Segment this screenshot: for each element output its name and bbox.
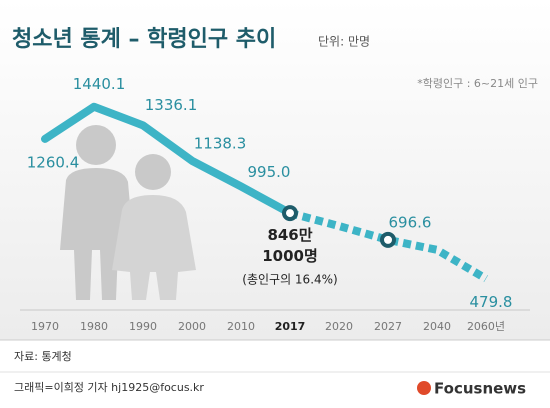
point-marker (282, 205, 298, 222)
line-actual (41, 102, 294, 218)
source: 자료: 통계청 (14, 350, 72, 363)
x-tick-label: 2000 (178, 320, 206, 333)
value-label: 1336.1 (145, 96, 198, 114)
unit-label: 단위: 만명 (318, 35, 370, 49)
logo-icon (417, 381, 431, 395)
value-label: 1260.4 (27, 153, 80, 171)
value-label: 846만 1000명 (262, 226, 318, 265)
annotation: (총인구의 16.4%) (242, 273, 337, 287)
value-label: 696.6 (389, 213, 432, 231)
x-tick-label: 2020 (325, 320, 353, 333)
x-tick-label: 2060년 (467, 320, 505, 333)
value-label: 995.0 (248, 163, 291, 181)
credit: 그래픽=이희정 기자 hj1925@focus.kr (14, 381, 204, 394)
x-tick-label: 1980 (80, 320, 108, 333)
chart-title: 청소년 통계 – 학령인구 추이 (12, 27, 276, 52)
point-marker (380, 231, 396, 248)
x-tick-label: 2017 (275, 320, 306, 333)
logo: Focusnews (434, 380, 526, 398)
footer-background (0, 340, 550, 408)
x-tick-label: 1970 (31, 320, 59, 333)
note: *학령인구 : 6~21세 인구 (417, 77, 538, 90)
x-tick-label: 2010 (227, 320, 255, 333)
value-label: 479.8 (470, 293, 513, 311)
x-tick-label: 2027 (374, 320, 402, 333)
value-label: 1440.1 (73, 75, 126, 93)
family-silhouette (60, 125, 196, 300)
x-tick-label: 2040 (423, 320, 451, 333)
value-label: 1138.3 (194, 134, 247, 152)
line-projection (288, 209, 489, 283)
x-tick-label: 1990 (129, 320, 157, 333)
